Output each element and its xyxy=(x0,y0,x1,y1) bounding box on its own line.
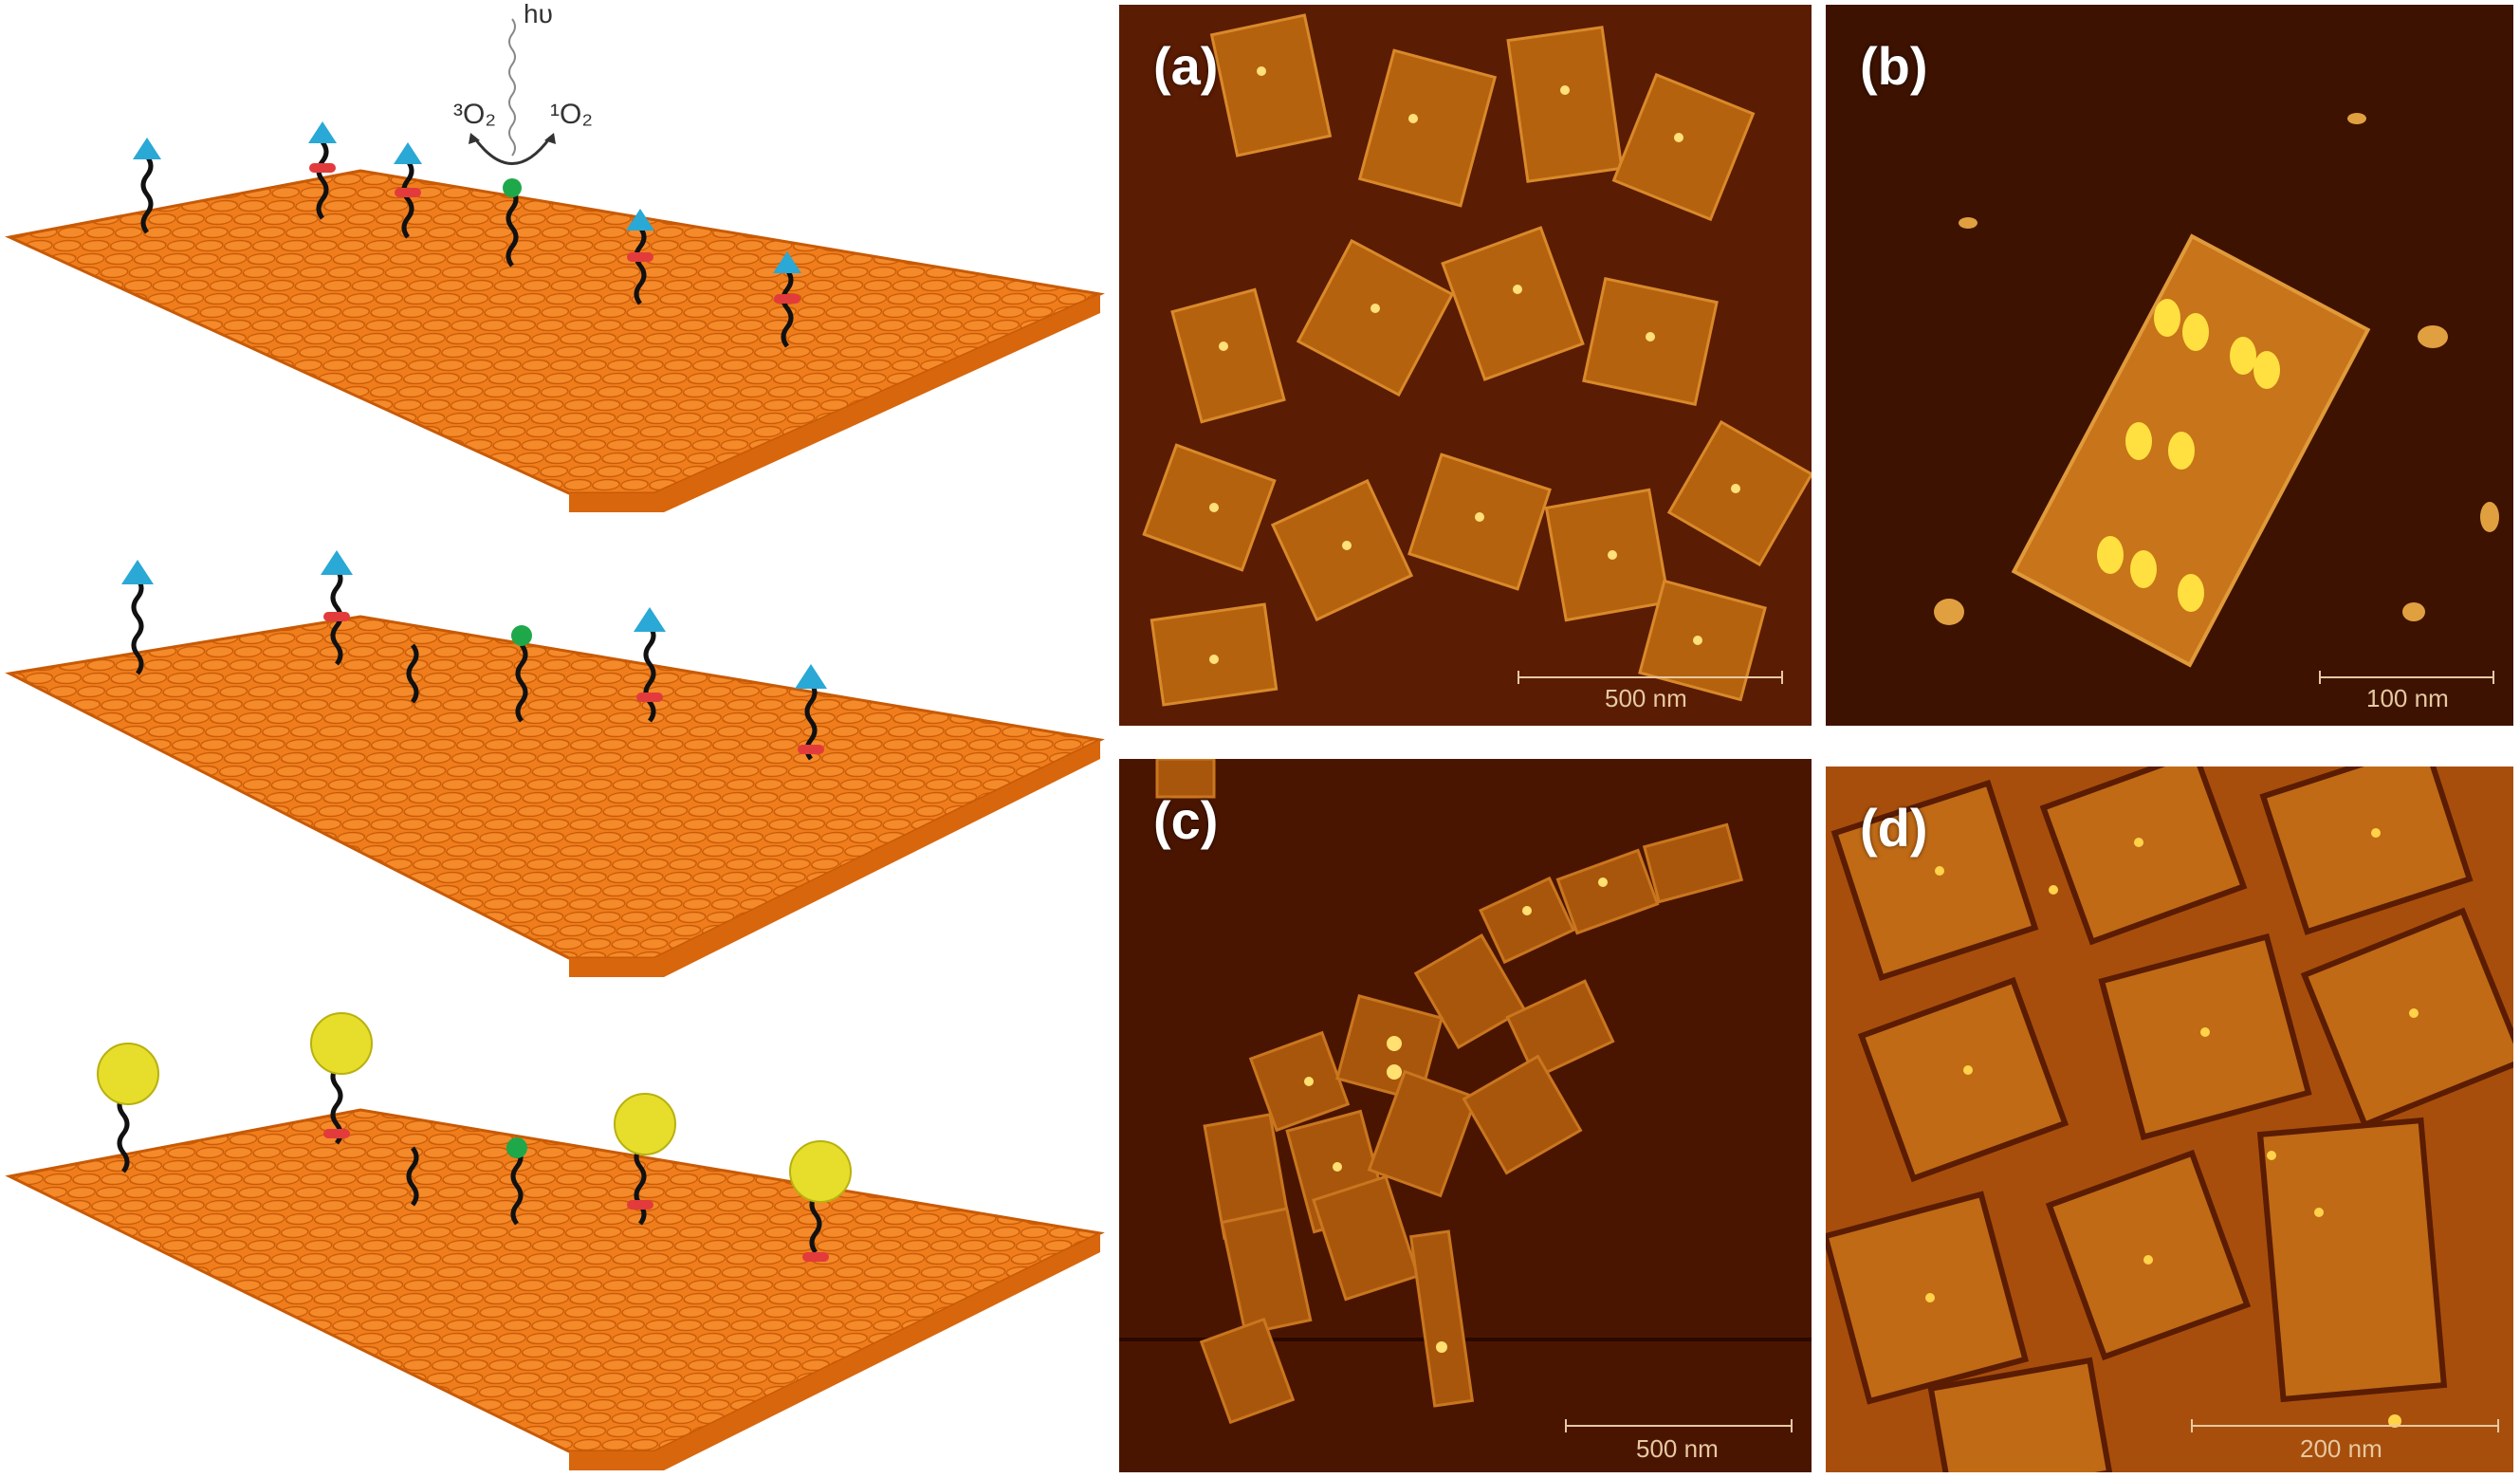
afm-panel-c: (c) 500 nm xyxy=(1119,759,1812,1472)
triplet-oxygen-label: ³O₂ xyxy=(453,99,496,130)
scale-label-b: 100 nm xyxy=(2366,684,2449,712)
scale-label-a: 500 nm xyxy=(1605,684,1687,712)
triangle-tag-icon xyxy=(634,607,666,632)
triangle-tag-icon xyxy=(773,251,801,273)
scheme-step-2 xyxy=(0,512,1105,987)
scale-bar-c xyxy=(1565,1419,1793,1432)
afm-panel-a: (a) 500 nm xyxy=(1119,5,1812,726)
cleavage-site-group xyxy=(323,1129,829,1262)
origami-sheet xyxy=(5,615,1105,960)
panel-label-b: (b) xyxy=(1860,36,1928,96)
afm-image-d xyxy=(1826,767,2513,1472)
triangle-tag-icon xyxy=(795,664,827,689)
scale-bar-a xyxy=(1518,671,1783,684)
scheme-illustration-2 xyxy=(5,550,1105,977)
scheme-step-1: hυ ³O₂ ¹O₂ xyxy=(0,0,1105,512)
afm-image-c xyxy=(1119,759,1812,1472)
photosensitizer-icon xyxy=(511,625,532,646)
oxygen-arc xyxy=(472,137,552,165)
afm-image-b xyxy=(1826,5,2513,726)
afm-panel-b: (b) 100 nm xyxy=(1826,5,2513,726)
scheme-step-3 xyxy=(0,987,1105,1478)
strand-group xyxy=(140,140,794,348)
light-label: hυ xyxy=(524,0,553,28)
triangle-tag-icon xyxy=(308,121,337,143)
triangle-tag-icon xyxy=(133,138,161,159)
scale-label-d: 200 nm xyxy=(2300,1434,2382,1463)
triangle-tag-icon xyxy=(321,550,353,575)
panel-label-c: (c) xyxy=(1153,790,1219,850)
triangle-tag-icon xyxy=(626,209,654,231)
scheme-illustration-1: hυ ³O₂ ¹O₂ xyxy=(5,0,1105,512)
scheme-column: hυ ³O₂ ¹O₂ xyxy=(0,0,1105,1478)
scale-bar-d xyxy=(2191,1419,2499,1432)
scheme-illustration-3 xyxy=(5,1012,1105,1470)
nanoparticle-icon xyxy=(310,1012,373,1075)
panel-label-d: (d) xyxy=(1860,798,1928,858)
triangle-tag-icon xyxy=(394,142,422,164)
cleavage-site-group xyxy=(309,163,800,304)
tag-icon-group xyxy=(133,121,801,273)
scale-label-c: 500 nm xyxy=(1636,1434,1719,1463)
cleavage-site-group xyxy=(323,612,824,754)
singlet-oxygen-label: ¹O₂ xyxy=(550,99,593,130)
triangle-tag-icon xyxy=(121,560,154,584)
gold-particle-group xyxy=(97,1012,852,1203)
panel-label-a: (a) xyxy=(1153,36,1219,96)
photosensitizer-icon xyxy=(506,1137,527,1158)
nanoparticle-icon xyxy=(789,1140,852,1203)
scale-bar-b xyxy=(2319,671,2494,684)
nanoparticle-icon xyxy=(97,1043,159,1105)
light-wave xyxy=(508,18,516,157)
origami-sheet xyxy=(5,169,1105,495)
afm-image-a xyxy=(1119,5,1812,726)
photosensitizer-icon xyxy=(503,178,522,197)
origami-sheet xyxy=(5,1108,1105,1453)
afm-panel-d: (d) 200 nm xyxy=(1826,767,2513,1472)
nanoparticle-icon xyxy=(614,1093,676,1155)
